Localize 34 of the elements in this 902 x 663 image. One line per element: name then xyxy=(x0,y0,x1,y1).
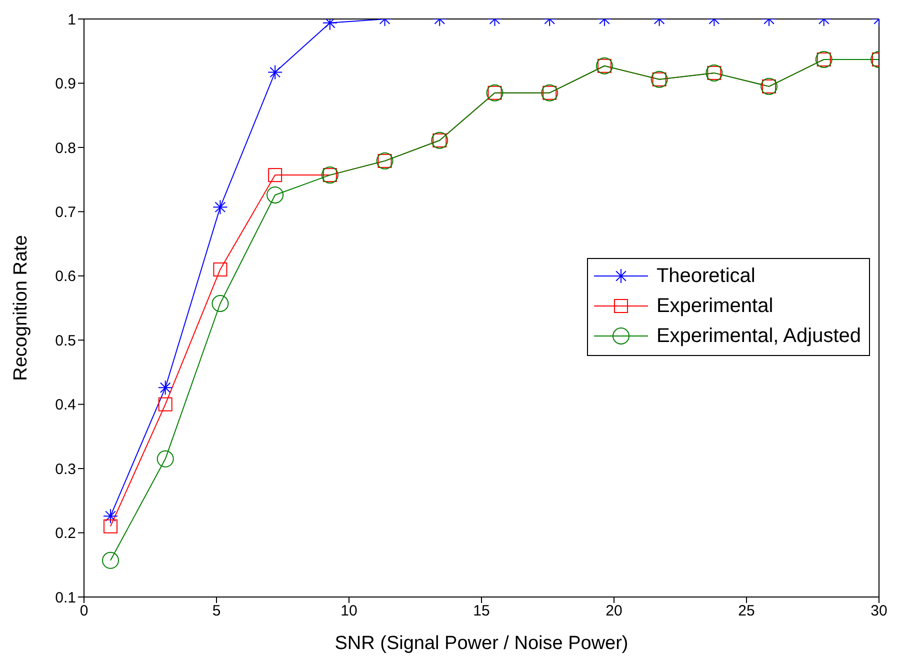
y-tick-label: 0.5 xyxy=(55,332,76,350)
legend-label: Experimental xyxy=(656,294,774,318)
legend-label: Theoretical xyxy=(656,264,756,288)
point xyxy=(103,508,118,524)
y-axis-title: Recognition Rate xyxy=(10,235,32,381)
x-tick-label: 20 xyxy=(606,602,622,620)
y-tick-label: 0.7 xyxy=(55,204,76,221)
y-tick-label: 0.8 xyxy=(55,140,76,157)
y-tick-label: 0.1 xyxy=(55,589,76,606)
y-tick-label: 0.3 xyxy=(55,460,76,478)
point xyxy=(266,186,284,204)
point xyxy=(156,450,174,468)
point xyxy=(212,295,229,312)
y-tick-label: 1 xyxy=(68,11,76,28)
legend-label: Experimental, Adjusted xyxy=(656,324,861,348)
y-tick-label: 0.6 xyxy=(55,268,76,286)
point xyxy=(268,168,282,182)
x-tick-label: 25 xyxy=(738,602,755,620)
point xyxy=(158,380,173,396)
y-tick-label: 0.9 xyxy=(55,76,76,93)
y-tick-label: 0.2 xyxy=(55,525,76,542)
point xyxy=(158,397,172,412)
x-tick-label: 30 xyxy=(870,602,888,620)
point xyxy=(102,552,119,569)
x-tick-label: 15 xyxy=(473,602,490,620)
point xyxy=(104,519,118,534)
x-axis-title: SNR (Signal Power / Noise Power) xyxy=(334,633,628,654)
point xyxy=(268,64,283,80)
x-tick-label: 10 xyxy=(340,602,358,620)
x-tick-label: 5 xyxy=(212,602,221,620)
point xyxy=(212,200,228,215)
x-tick-label: 0 xyxy=(80,602,88,620)
point xyxy=(213,262,228,276)
y-tick-label: 0.4 xyxy=(55,396,76,414)
